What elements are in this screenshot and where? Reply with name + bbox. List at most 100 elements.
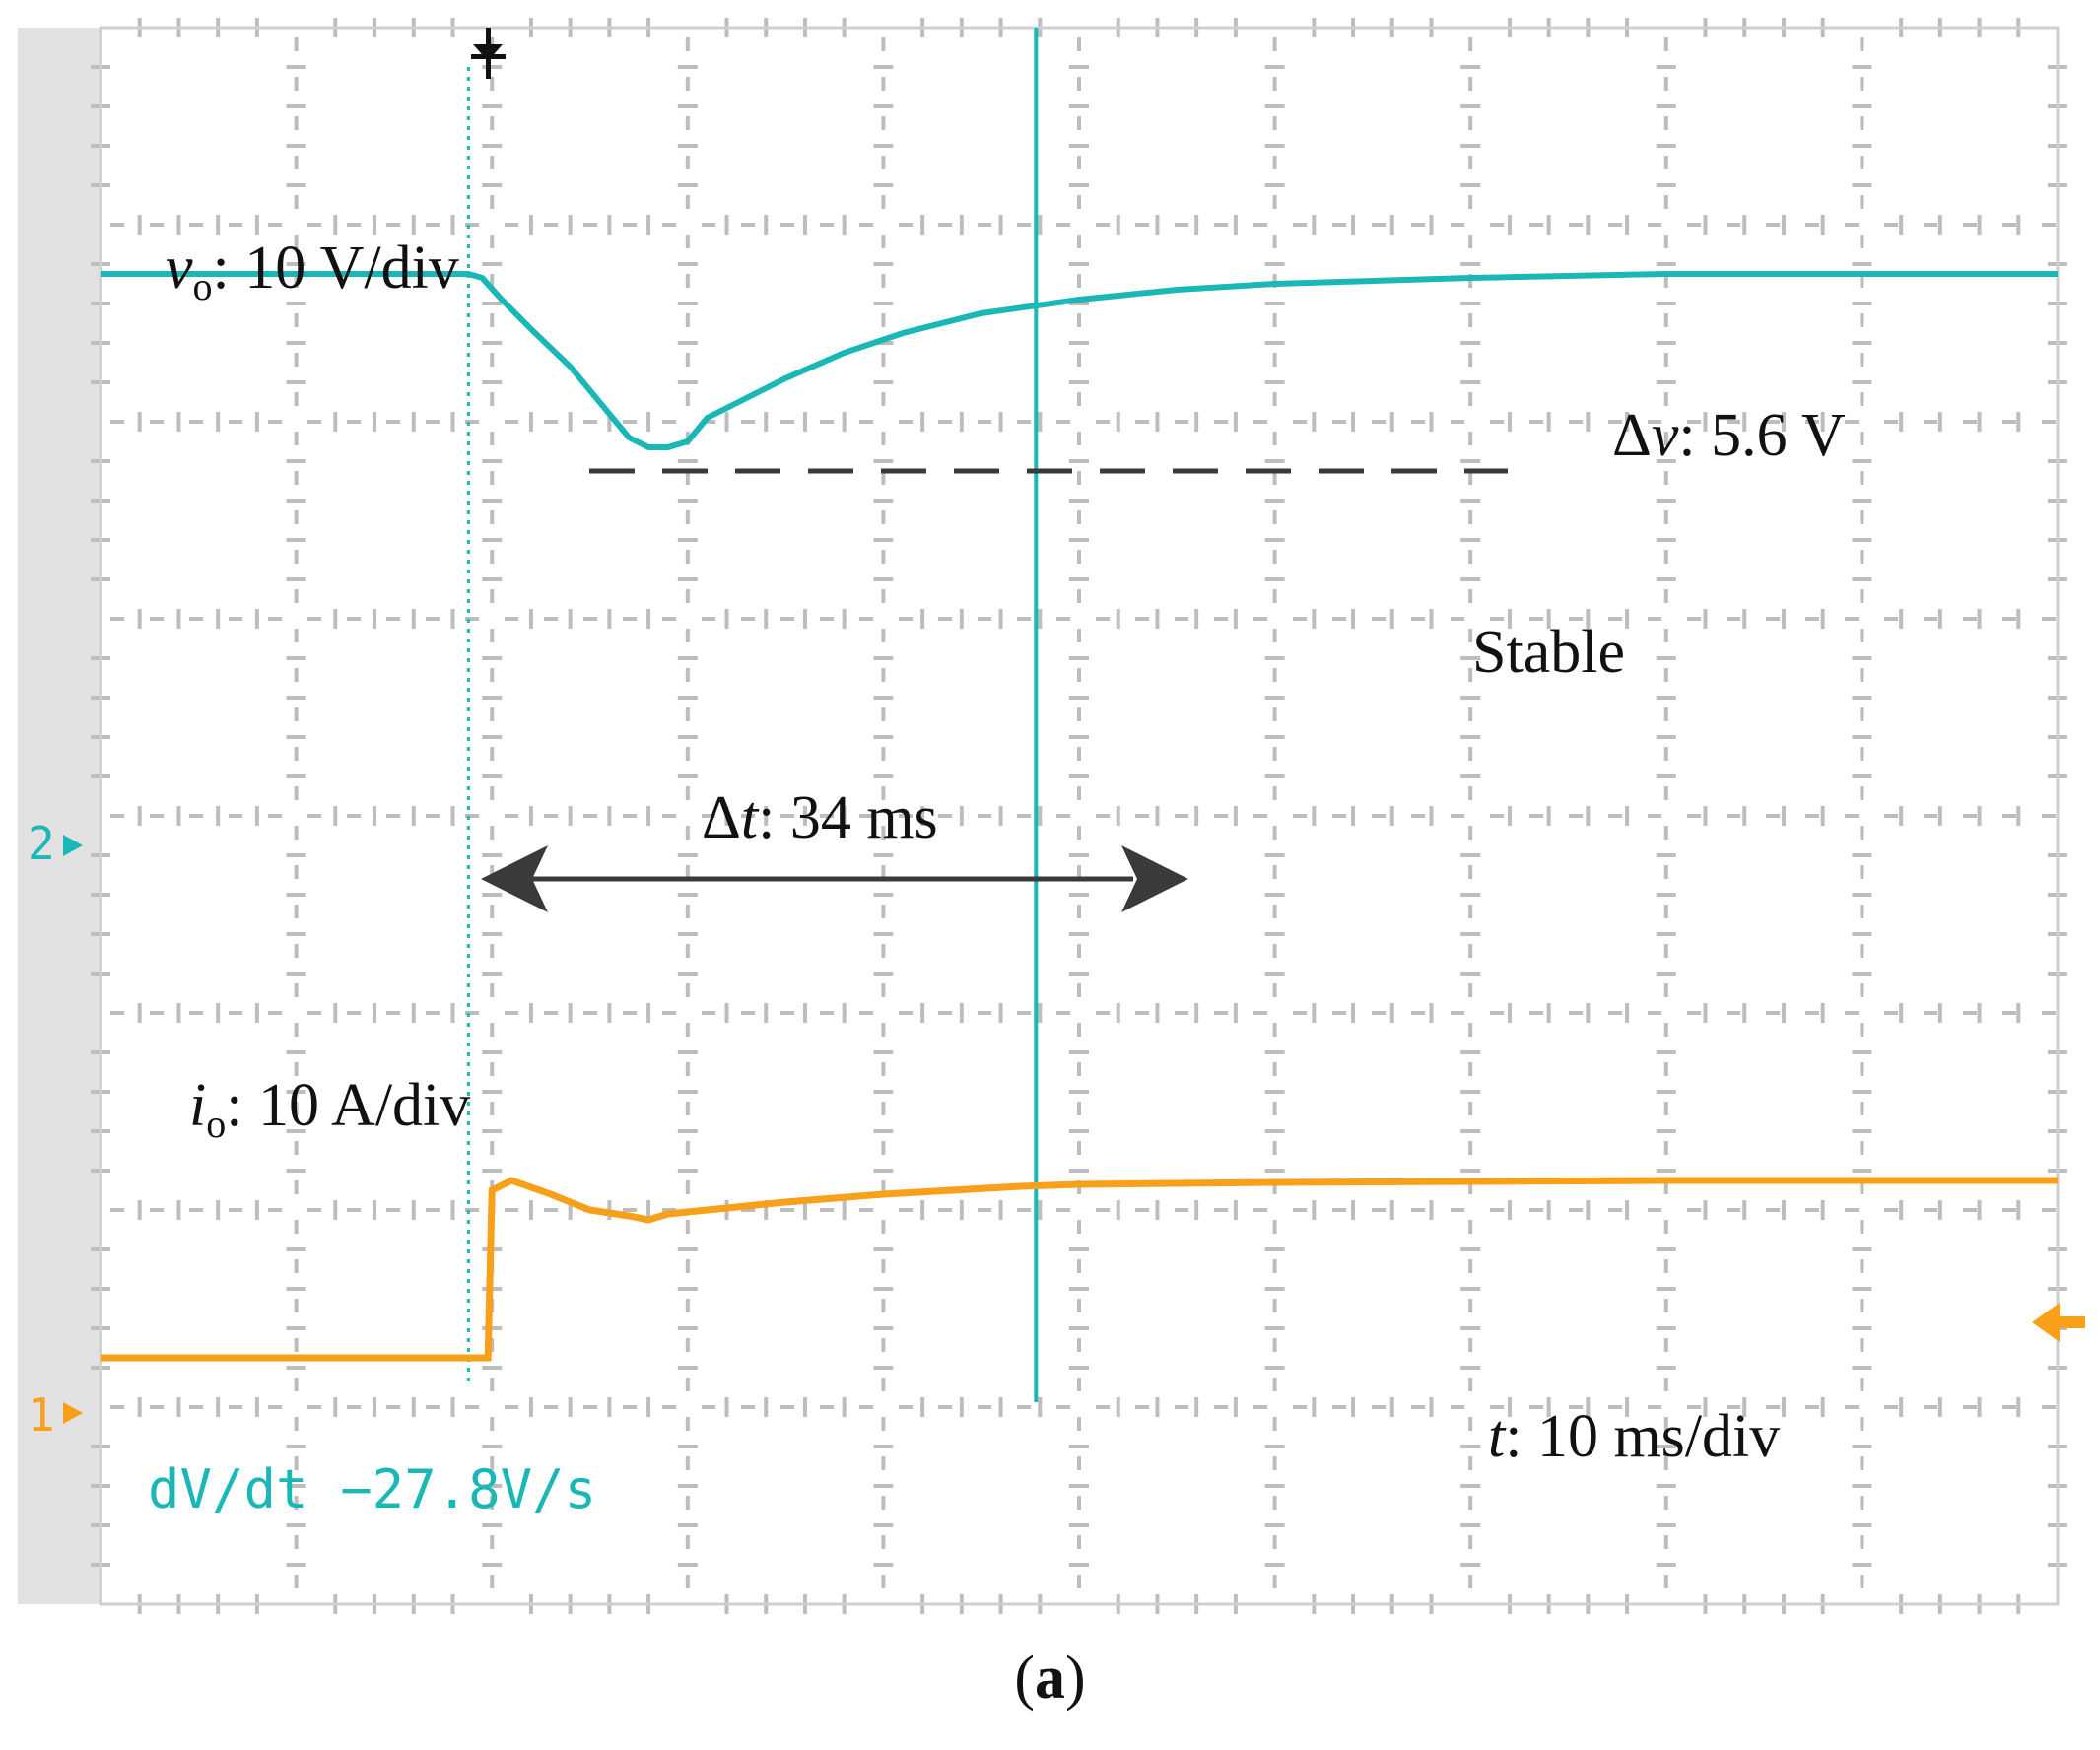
grid-minor-tick: [1069, 1484, 1089, 1488]
grid-minor-tick: [842, 412, 847, 432]
grid-minor-tick: [1264, 972, 1285, 976]
grid-minor-tick: [677, 932, 698, 936]
grid-minor-tick: [568, 1397, 573, 1417]
grid-minor-tick: [286, 1366, 306, 1370]
grid-minor-tick: [286, 1484, 306, 1488]
grid-minor-tick: [873, 735, 894, 739]
grid-minor-tick: [873, 1169, 894, 1173]
grid-vline-dot: [1663, 747, 1668, 761]
grid-hline-dot: [1135, 814, 1149, 818]
grid-minor-tick: [1038, 1003, 1043, 1023]
grid-hline-dot: [1332, 420, 1346, 424]
grid-hline-dot: [1608, 1405, 1622, 1409]
grid-minor-tick: [1852, 1326, 1872, 1330]
grid-minor-tick: [1586, 1200, 1591, 1220]
io-var: i: [189, 1072, 206, 1139]
grid-vline-dot: [685, 156, 690, 169]
grid-hline-dot: [938, 617, 952, 621]
grid-minor-tick: [873, 1050, 894, 1054]
grid-vline-dot: [1272, 1417, 1277, 1431]
grid-vline-dot: [685, 1378, 690, 1391]
grid-vline-dot: [1468, 629, 1473, 642]
grid-vline-dot: [1860, 1180, 1864, 1194]
grid-minor-tick: [920, 215, 925, 235]
grid-minor-tick: [842, 215, 847, 235]
grid-minor-tick: [873, 104, 894, 108]
grid-minor-tick: [482, 853, 503, 857]
grid-hline-dot: [1135, 223, 1149, 227]
grid-minor-tick: [373, 1397, 377, 1417]
grid-minor-tick: [1264, 144, 1285, 148]
grid-minor-tick: [1742, 609, 1747, 629]
grid-hline-dot: [1293, 223, 1307, 227]
grid-hline-dot: [1332, 617, 1346, 621]
grid-vline-dot: [1077, 77, 1081, 91]
grid-minor-tick: [764, 1397, 769, 1417]
grid-vline-dot: [685, 668, 690, 682]
grid-minor-tick: [373, 1003, 377, 1023]
grid-minor-tick: [2016, 412, 2021, 432]
grid-minor-tick: [1460, 144, 1481, 148]
grid-minor-tick: [842, 1397, 847, 1417]
grid-vline-dot: [1860, 1023, 1864, 1037]
grid-vline-dot: [294, 1299, 299, 1312]
grid-minor-tick: [873, 1326, 894, 1330]
grid-hline-dot: [978, 814, 991, 818]
grid-minor-tick: [842, 1200, 847, 1220]
grid-vline-dot: [1077, 1378, 1081, 1391]
grid-minor-tick: [959, 1200, 964, 1220]
grid-hline-dot: [1884, 420, 1898, 424]
grid-minor-tick: [1116, 806, 1120, 826]
grid-minor-tick: [2016, 1003, 2021, 1023]
grid-minor-tick: [1852, 696, 1872, 700]
grid-hline-dot: [899, 1208, 913, 1212]
grid-minor-tick: [1852, 577, 1872, 581]
grid-minor-tick: [482, 538, 503, 542]
grid-vline-dot: [1860, 589, 1864, 603]
grid-vline-dot: [490, 747, 495, 761]
grid-hline-dot: [702, 814, 715, 818]
grid-minor-tick: [1703, 215, 1708, 235]
grid-minor-tick: [646, 215, 651, 235]
grid-vline-dot: [1272, 1338, 1277, 1352]
grid-minor-tick: [1899, 609, 1904, 629]
grid-hline-dot: [1253, 223, 1267, 227]
grid-hline-dot: [741, 1011, 755, 1015]
grid-vline-dot: [881, 37, 886, 51]
grid-minor-tick: [724, 215, 729, 235]
grid-minor-tick: [724, 806, 729, 826]
grid-vline-dot: [685, 313, 690, 327]
grid-minor-tick: [677, 144, 698, 148]
grid-vline-dot: [490, 550, 495, 564]
delta-t-symbol: Δ: [702, 784, 741, 851]
grid-minor-tick: [677, 262, 698, 266]
grid-minor-tick: [1507, 1003, 1512, 1023]
grid-vline-dot: [685, 1141, 690, 1155]
grid-vline-dot: [1468, 983, 1473, 997]
grid-vline-dot: [1272, 116, 1277, 130]
grid-minor-tick: [959, 806, 964, 826]
grid-minor-tick: [1264, 1326, 1285, 1330]
grid-hline-dot: [662, 1405, 676, 1409]
grid-minor-tick: [568, 1003, 573, 1023]
grid-minor-tick: [677, 538, 698, 542]
grid-hline-dot: [1332, 814, 1346, 818]
grid-hline-dot: [1411, 420, 1425, 424]
grid-vline-dot: [685, 865, 690, 879]
grid-minor-tick: [411, 609, 416, 629]
grid-hline-dot: [1135, 420, 1149, 424]
grid-vline-dot: [294, 1456, 299, 1470]
grid-hline-dot: [1332, 223, 1346, 227]
grid-vline-dot: [685, 1575, 690, 1588]
grid-hline-dot: [702, 420, 715, 424]
grid-hline-dot: [544, 814, 558, 818]
grid-hline-dot: [741, 420, 755, 424]
grid-vline-dot: [881, 77, 886, 91]
grid-minor-tick: [1389, 412, 1394, 432]
grid-vline-dot: [881, 1338, 886, 1352]
grid-minor-tick: [1937, 806, 1942, 826]
grid-hline-dot: [426, 1011, 440, 1015]
grid-hline-dot: [1648, 1405, 1661, 1409]
grid-minor-tick: [1656, 1169, 1676, 1173]
grid-hline-dot: [1293, 420, 1307, 424]
